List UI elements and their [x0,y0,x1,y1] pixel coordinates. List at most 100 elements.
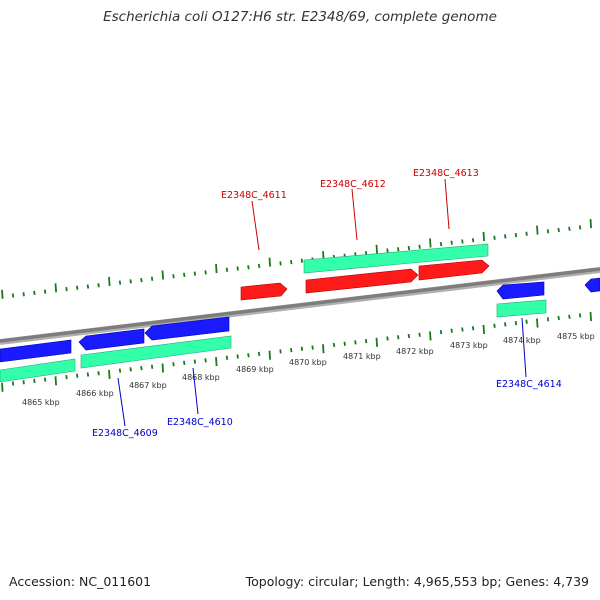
kbp-label: 4873 kbp [450,341,488,350]
minor-tick [354,340,357,345]
accession-text: Accession: NC_011601 [9,574,152,589]
minor-tick [43,377,47,382]
minor-tick [257,351,261,357]
gene-label-E2348C_4612[interactable]: E2348C_4612 [320,179,386,190]
minor-tick [118,280,122,285]
minor-tick [140,277,143,283]
minor-tick [300,258,304,263]
minor-tick [247,353,250,358]
minor-tick [33,290,36,296]
minor-tick [300,346,304,351]
gene-label-E2348C_4610[interactable]: E2348C_4610 [167,417,233,428]
minor-tick [386,248,389,253]
kbp-label: 4870 kbp [289,358,327,367]
callout-line-E2348C_4611 [251,200,260,251]
reverse-tick-track [1,312,592,392]
gene-label-E2348C_4614[interactable]: E2348C_4614 [496,379,562,390]
major-tick [589,312,592,322]
minor-tick [493,323,496,328]
gene-label-E2348C_4609[interactable]: E2348C_4609 [92,428,158,439]
minor-tick [397,247,400,252]
cds-E2348C_4610[interactable] [144,316,230,341]
minor-tick [279,261,282,266]
cds-E2348C_4614[interactable] [496,281,545,300]
minor-tick [183,360,186,366]
major-tick [482,324,485,335]
minor-tick [514,320,518,326]
kbp-label: 4871 kbp [343,352,381,361]
minor-tick [450,328,453,333]
gene-label-E2348C_4613[interactable]: E2348C_4613 [413,168,479,179]
kbp-label: 4874 kbp [503,336,541,345]
callout-line-E2348C_4612 [351,188,358,241]
major-tick [482,231,485,242]
forward-tick-track [1,219,592,299]
major-tick [429,331,432,341]
minor-tick [65,374,68,380]
major-tick [108,369,111,379]
minor-tick [172,274,175,279]
minor-tick [557,227,560,233]
cds-E2348C_4612[interactable] [305,268,419,294]
cds-E2348C_4613[interactable] [418,259,490,281]
minor-tick [461,327,464,332]
minor-tick [22,292,25,297]
major-tick [322,344,325,354]
minor-tick [118,368,122,373]
minor-tick [257,263,261,269]
minor-tick [504,322,507,327]
minor-tick [86,284,90,289]
minor-tick [225,355,229,360]
minor-tick [418,244,421,249]
gene-E2348C_4614[interactable] [496,299,547,318]
minor-tick [568,226,571,231]
callout-line-E2348C_4614 [521,317,527,378]
minor-tick [290,259,293,265]
minor-tick [172,362,175,367]
cds-E2348C_4611[interactable] [240,282,288,301]
gene-label-E2348C_4611[interactable]: E2348C_4611 [221,190,287,201]
cds-E2348C_4608[interactable] [0,339,72,363]
major-tick [161,363,164,373]
minor-tick [578,225,582,230]
minor-tick [332,342,336,348]
cds-E2348C_4609[interactable] [78,328,145,351]
gene-E2348C_4608[interactable] [0,358,76,383]
minor-tick [129,367,132,372]
major-tick [536,225,539,235]
minor-tick [76,373,79,378]
minor-tick [193,271,197,276]
minor-tick [568,314,571,319]
major-tick [161,270,164,280]
minor-tick [129,279,132,284]
minor-tick [525,231,528,236]
minor-tick [247,265,250,270]
genome-backbone [0,267,600,343]
minor-tick [65,286,68,292]
minor-tick [578,313,582,318]
minor-tick [193,359,197,364]
major-tick [1,382,4,392]
minor-tick [150,364,154,369]
minor-tick [140,365,143,371]
minor-tick [97,283,100,288]
major-tick [1,289,4,299]
minor-tick [311,345,314,350]
gene-E2348C_4609-4610[interactable] [80,335,232,369]
gene-E2348C_4612-4613[interactable] [303,243,489,274]
kbp-label: 4865 kbp [22,398,60,407]
cds-next[interactable] [584,277,600,293]
minor-tick [97,371,100,376]
kbp-label: 4866 kbp [76,389,114,398]
major-tick [589,219,592,229]
minor-tick [236,266,239,271]
minor-tick [546,229,550,234]
major-tick [375,337,378,347]
minor-tick [493,235,496,240]
minor-tick [461,239,464,244]
minor-tick [22,380,25,385]
kbp-label: 4867 kbp [129,381,167,390]
minor-tick [150,276,154,281]
minor-tick [343,341,346,346]
